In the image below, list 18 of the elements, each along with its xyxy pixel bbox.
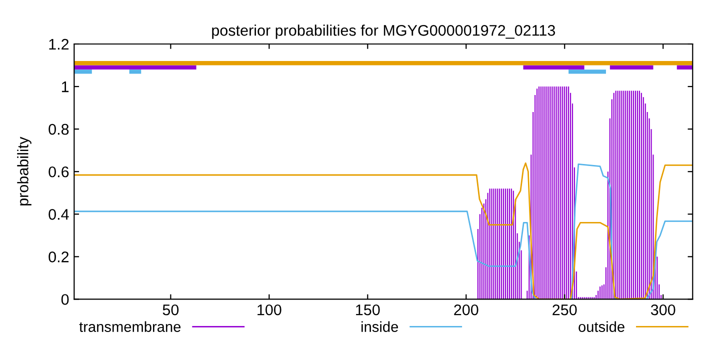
x-tick-label: 200 — [454, 304, 478, 316]
legend-label: outside — [578, 321, 624, 332]
x-tick-label: 150 — [356, 304, 380, 316]
x-tick-label: 100 — [258, 304, 282, 316]
y-tick-label: 1.2 — [49, 38, 69, 50]
chart-title: posterior probabilities for MGYG000001972_02113 — [212, 24, 556, 39]
y-axis-title: probability — [17, 136, 32, 206]
legend-label: inside — [362, 321, 398, 332]
y-tick-label: 0.8 — [48, 124, 69, 135]
legend-label: transmembrane — [79, 321, 181, 332]
y-tick-label: 0.2 — [48, 252, 69, 262]
y-tick-label: 0 — [61, 294, 69, 305]
x-tick-label: 50 — [162, 304, 179, 316]
y-tick-label: 0.6 — [48, 166, 69, 178]
y-tick-label: 1 — [62, 82, 69, 92]
x-tick-label: 300 — [650, 304, 676, 316]
y-tick-label: 0.4 — [48, 209, 69, 220]
x-tick-label: 250 — [552, 304, 577, 316]
